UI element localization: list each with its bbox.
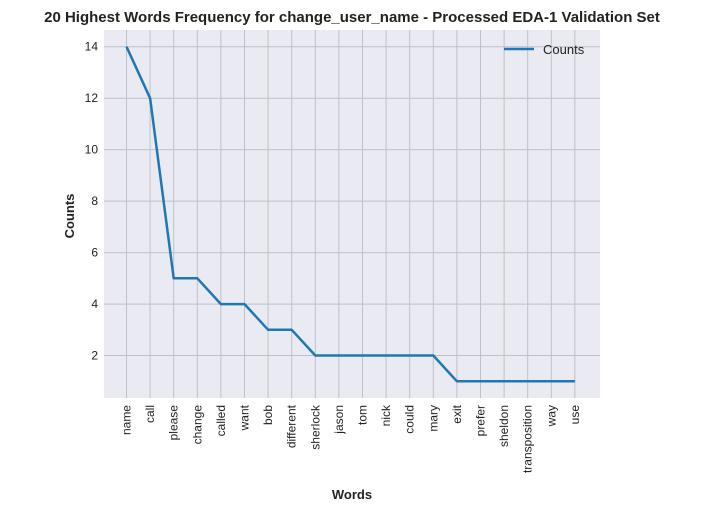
plot-area	[104, 30, 600, 398]
x-tick-label: bob	[261, 405, 275, 425]
x-tick-label: way	[544, 405, 558, 427]
x-tick-label: please	[167, 405, 181, 441]
y-tick-label: 12	[85, 91, 99, 105]
x-tick-label: sherlock	[308, 404, 322, 450]
y-tick-label: 8	[91, 194, 98, 208]
legend-label-counts: Counts	[543, 42, 585, 57]
x-tick-labels: name call please change called want bob differe…	[120, 404, 582, 473]
x-tick-label: want	[238, 404, 252, 431]
series-line-counts	[125, 46, 575, 383]
x-tick-label: tom	[356, 405, 370, 425]
x-tick-label: transposition	[521, 405, 535, 473]
x-axis-label: Words	[332, 487, 372, 502]
series-layer	[125, 46, 575, 383]
x-tick-label: jason	[332, 405, 346, 435]
x-gridlines	[126, 30, 576, 398]
y-tick-labels: 2 4 6 8 10 12 14	[85, 40, 99, 363]
x-tick-label: called	[214, 405, 228, 436]
x-tick-label: sheldon	[497, 405, 511, 447]
x-tick-label: prefer	[474, 405, 488, 436]
y-tick-label: 4	[91, 297, 98, 311]
legend: Counts	[504, 42, 585, 57]
x-tick-label: could	[403, 405, 417, 434]
chart-title: 20 Highest Words Frequency for change_us…	[44, 9, 660, 26]
x-tick-label: mary	[426, 405, 440, 432]
x-tick-label: call	[143, 405, 157, 423]
x-tick-label: exit	[450, 404, 464, 423]
x-tick-label: different	[285, 404, 299, 448]
x-tick-label: name	[120, 405, 134, 435]
x-tick-label: change	[190, 405, 204, 445]
x-tick-label: use	[568, 405, 582, 425]
y-gridlines	[104, 46, 600, 357]
y-tick-label: 14	[85, 40, 99, 54]
x-tick-label: nick	[379, 404, 393, 426]
y-axis-label: Counts	[62, 194, 77, 239]
y-tick-label: 2	[91, 349, 98, 363]
y-tick-label: 10	[85, 143, 99, 157]
y-tick-label: 6	[91, 246, 98, 260]
